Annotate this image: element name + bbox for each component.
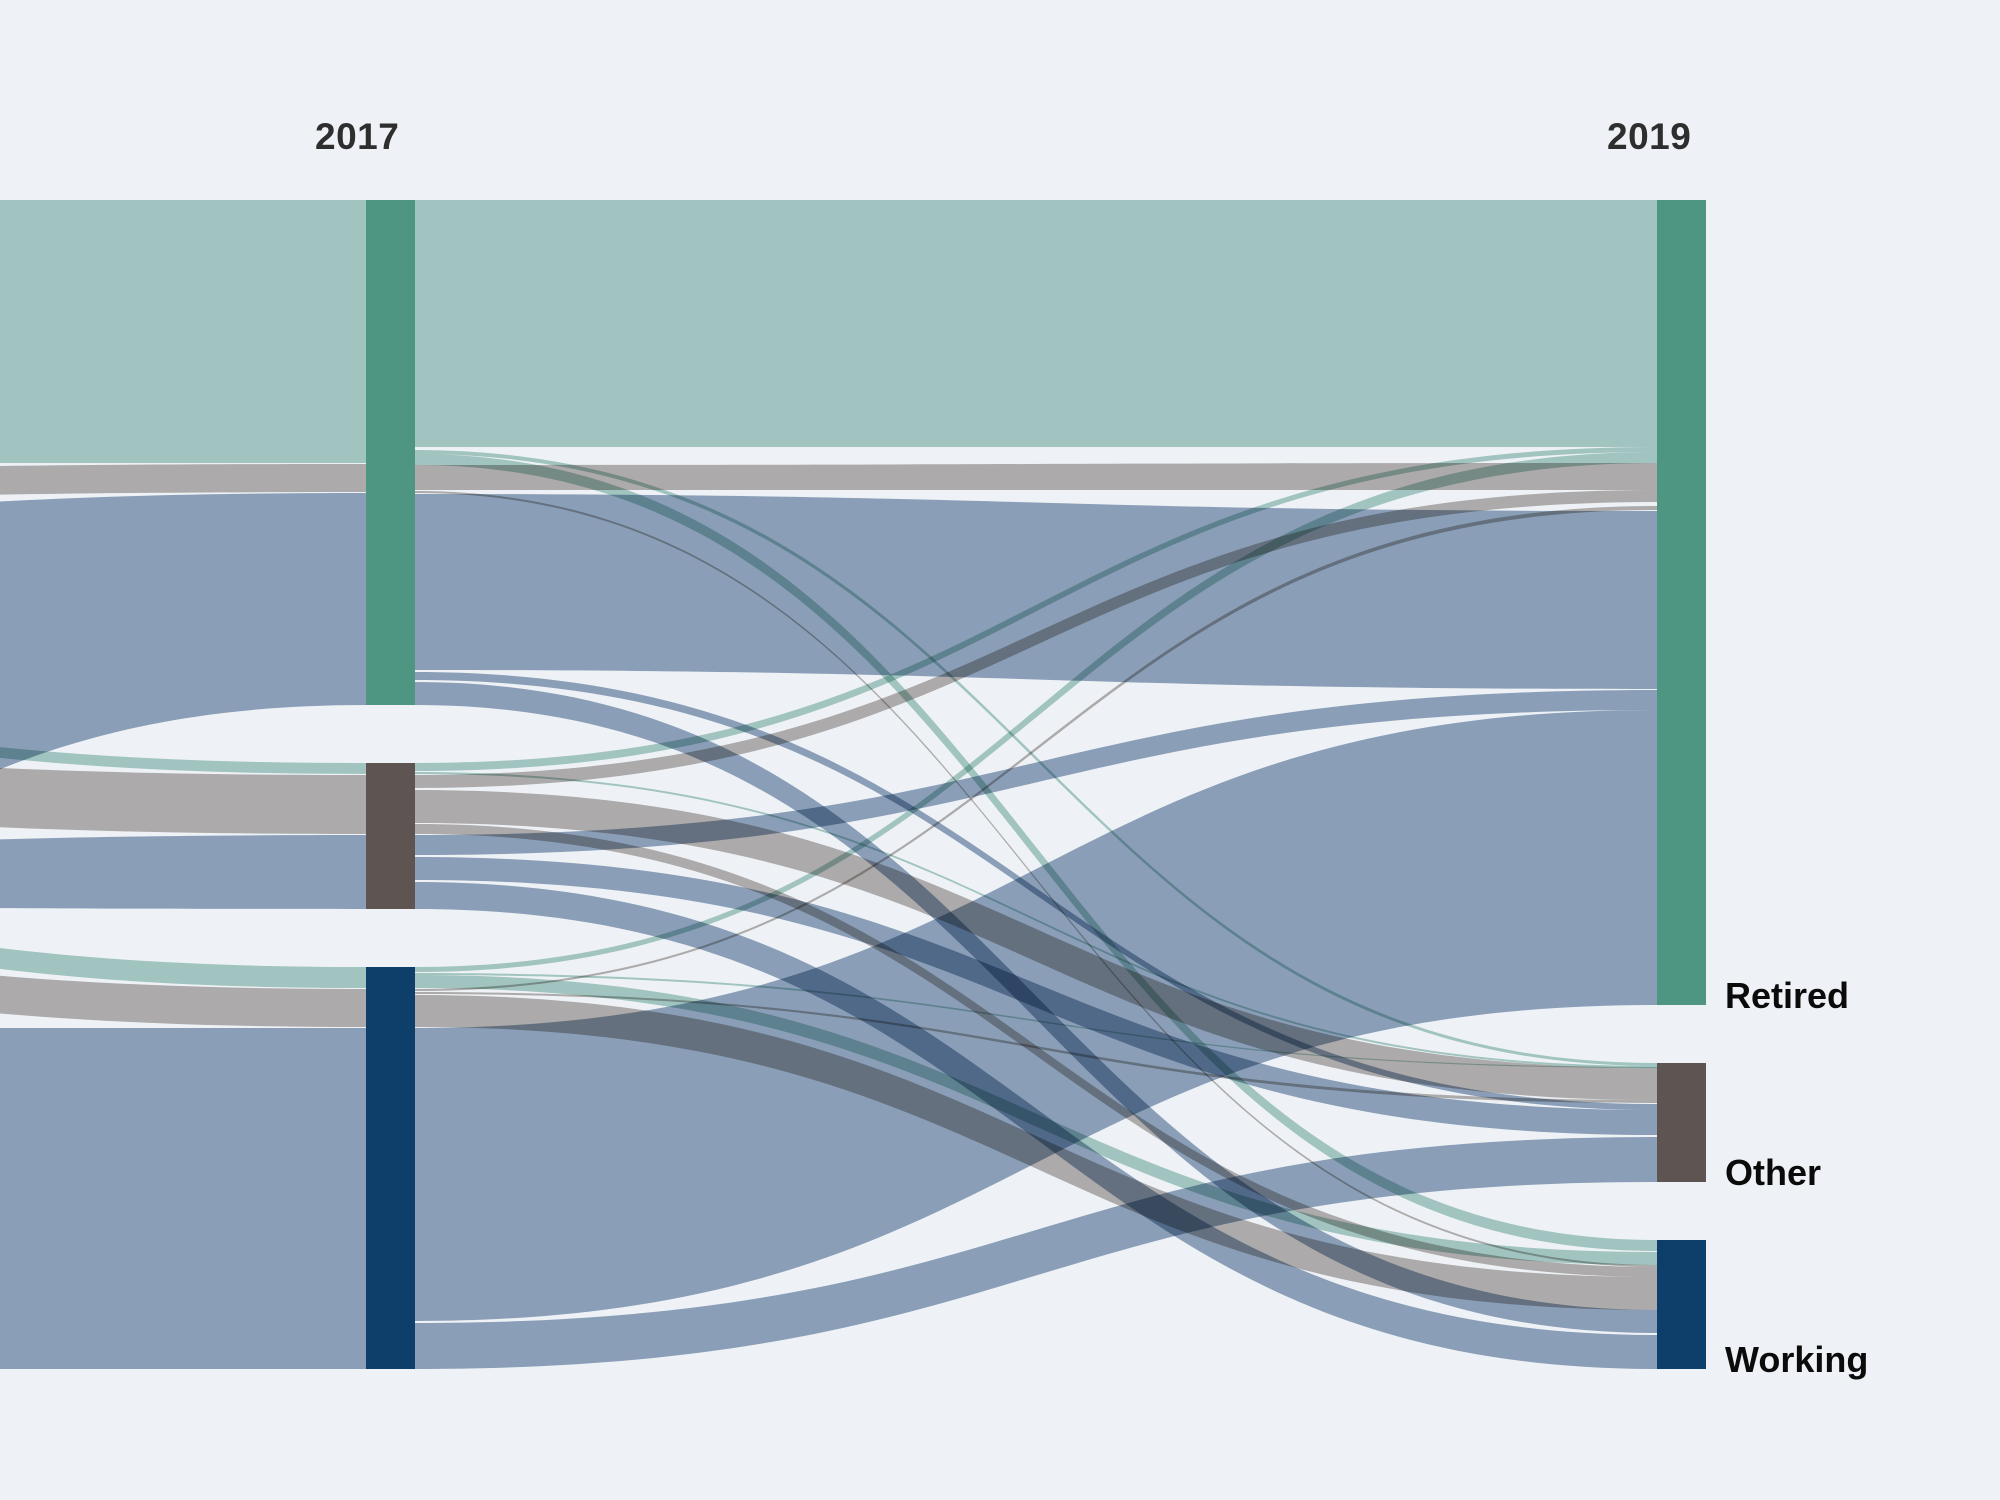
flow-band-incoming: [0, 948, 366, 988]
node-working-2019: [1657, 1240, 1706, 1369]
flow-band: [415, 452, 1657, 972]
node-label-working: Working: [1725, 1339, 1869, 1380]
flow-band: [415, 450, 1657, 1066]
flow-band-incoming: [0, 200, 366, 464]
flow-band-incoming: [0, 464, 366, 495]
flow-band-incoming: [0, 747, 366, 774]
flow-band: [415, 857, 1657, 1135]
column-label-2017: 2017: [315, 116, 400, 157]
node-retired-2017: [366, 200, 415, 705]
column-label-2019: 2019: [1607, 116, 1692, 157]
flow-band: [415, 491, 1657, 1267]
flow-band: [415, 200, 1657, 447]
flow-band-incoming: [0, 835, 366, 909]
node-other-2019: [1657, 1063, 1706, 1182]
flow-band: [415, 454, 1657, 1251]
flow-band: [415, 992, 1657, 1103]
flow-band: [415, 790, 1657, 1100]
node-other-2017: [366, 763, 415, 909]
flow-band-incoming: [0, 1028, 366, 1370]
nodes: [366, 200, 1706, 1369]
node-label-other: Other: [1725, 1152, 1822, 1193]
flow-band: [415, 1137, 1657, 1369]
flow-band: [415, 506, 1657, 991]
flow-band-incoming: [0, 768, 366, 834]
flow-band-incoming: [0, 493, 366, 770]
flow-band: [415, 975, 1657, 1265]
flow-band: [415, 995, 1657, 1310]
node-retired-2019: [1657, 200, 1706, 1005]
flow-band: [415, 490, 1657, 788]
flow-band-incoming: [0, 975, 366, 1027]
node-working-2017: [366, 967, 415, 1369]
flow-band: [415, 672, 1657, 1110]
flow-band: [415, 772, 1657, 1068]
flows-2017-2019: [415, 200, 1657, 1369]
node-label-retired: Retired: [1725, 975, 1850, 1016]
flow-band: [415, 973, 1657, 1068]
incoming-flows-2015-2017: [0, 200, 366, 1370]
flow-band: [415, 690, 1657, 855]
flow-band: [415, 824, 1657, 1277]
flow-band: [415, 447, 1657, 771]
